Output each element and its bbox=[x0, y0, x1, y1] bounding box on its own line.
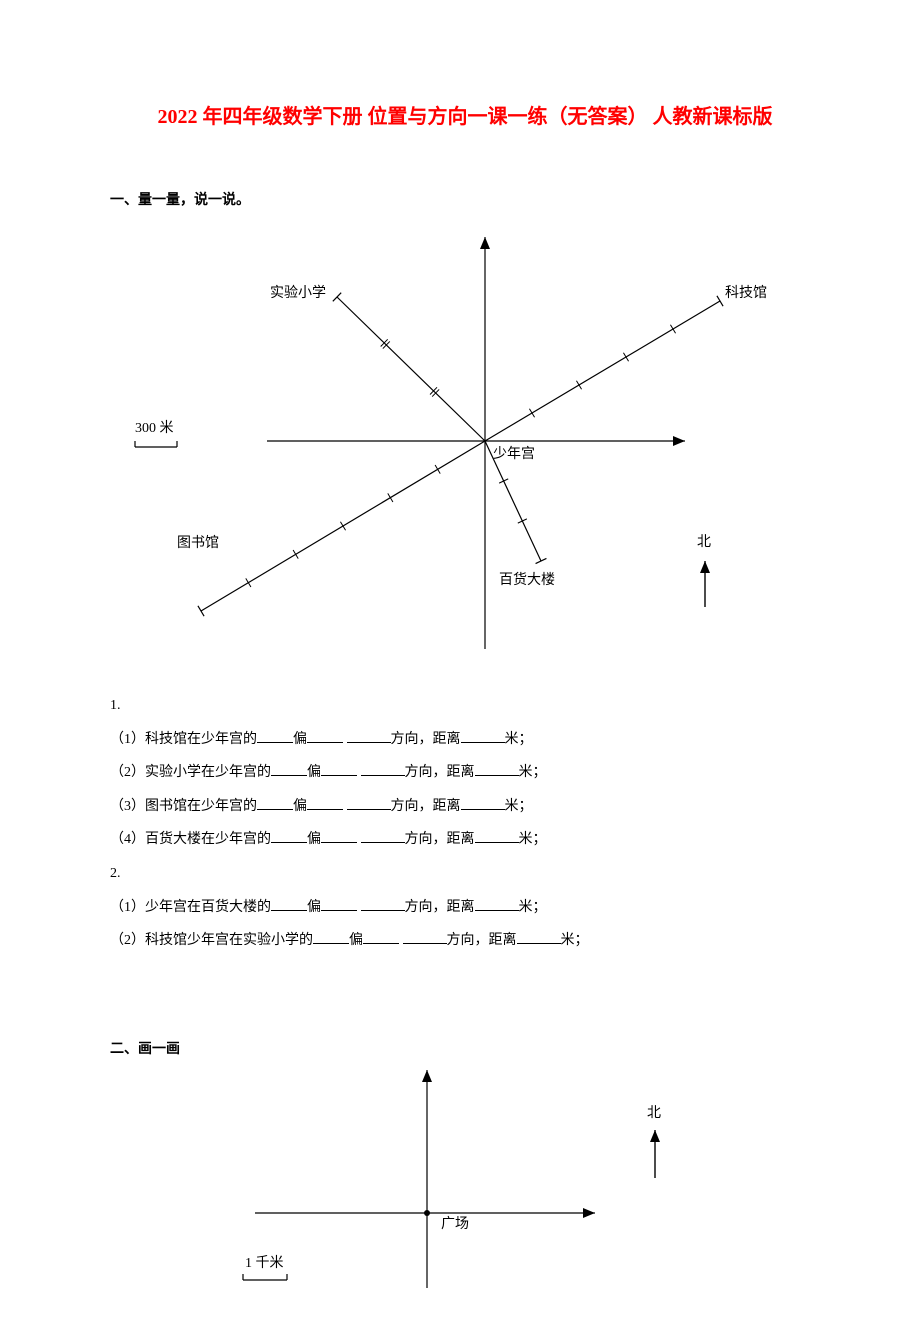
fill-blank bbox=[517, 929, 561, 944]
fill-blank bbox=[307, 728, 343, 743]
question-block-1: 1. （1）科技馆在少年宫的偏 方向，距离米；（2）实验小学在少年宫的偏 方向，… bbox=[110, 689, 820, 958]
q1-line-3: （4）百货大楼在少年宫的偏 方向，距离米； bbox=[110, 823, 820, 857]
fill-blank bbox=[271, 828, 307, 843]
fill-blank bbox=[321, 896, 357, 911]
diagram1: 科技馆 实验小学 图书馆 百货大楼 少年宫 300 米 北 bbox=[115, 229, 815, 659]
fill-blank bbox=[271, 761, 307, 776]
fill-blank bbox=[475, 828, 519, 843]
q1-line-2: （3）图书馆在少年宫的偏 方向，距离米； bbox=[110, 790, 820, 824]
fill-blank bbox=[271, 896, 307, 911]
fill-blank bbox=[307, 795, 343, 810]
document-title: 2022 年四年级数学下册 位置与方向一课一练（无答案） 人教新课标版 bbox=[110, 100, 820, 129]
label-north2: 北 bbox=[647, 1102, 661, 1122]
q2-line-0: （1）少年宫在百货大楼的偏 方向，距离米； bbox=[110, 891, 820, 925]
fill-blank bbox=[321, 761, 357, 776]
diagram2: 广场 1 千米 北 bbox=[115, 1068, 815, 1288]
fill-blank bbox=[313, 929, 349, 944]
label-scale2: 1 千米 bbox=[245, 1252, 284, 1272]
label-science: 科技馆 bbox=[725, 282, 767, 302]
page: 2022 年四年级数学下册 位置与方向一课一练（无答案） 人教新课标版 一、量一… bbox=[0, 0, 920, 1328]
q2-num: 2. bbox=[110, 857, 820, 891]
label-school: 实验小学 bbox=[270, 282, 326, 302]
fill-blank bbox=[475, 896, 519, 911]
fill-blank bbox=[347, 728, 391, 743]
label-library: 图书馆 bbox=[177, 532, 219, 552]
fill-blank bbox=[361, 828, 405, 843]
fill-blank bbox=[461, 795, 505, 810]
section1-heading: 一、量一量，说一说。 bbox=[110, 189, 820, 209]
fill-blank bbox=[361, 761, 405, 776]
fill-blank bbox=[475, 761, 519, 776]
q1-num: 1. bbox=[110, 689, 820, 723]
section2-heading: 二、画一画 bbox=[110, 1038, 820, 1058]
fill-blank bbox=[361, 896, 405, 911]
fill-blank bbox=[347, 795, 391, 810]
fill-blank bbox=[257, 728, 293, 743]
label-scale1: 300 米 bbox=[135, 417, 174, 437]
q2-line-1: （2）科技馆少年宫在实验小学的偏 方向，距离米； bbox=[110, 924, 820, 958]
fill-blank bbox=[257, 795, 293, 810]
q1-line-0: （1）科技馆在少年宫的偏 方向，距离米； bbox=[110, 723, 820, 757]
fill-blank bbox=[363, 929, 399, 944]
label-store: 百货大楼 bbox=[499, 569, 555, 589]
q1-line-1: （2）实验小学在少年宫的偏 方向，距离米； bbox=[110, 756, 820, 790]
fill-blank bbox=[461, 728, 505, 743]
fill-blank bbox=[321, 828, 357, 843]
label-center2: 广场 bbox=[441, 1213, 469, 1233]
label-north1: 北 bbox=[697, 531, 711, 551]
fill-blank bbox=[403, 929, 447, 944]
label-center: 少年宫 bbox=[493, 443, 535, 463]
